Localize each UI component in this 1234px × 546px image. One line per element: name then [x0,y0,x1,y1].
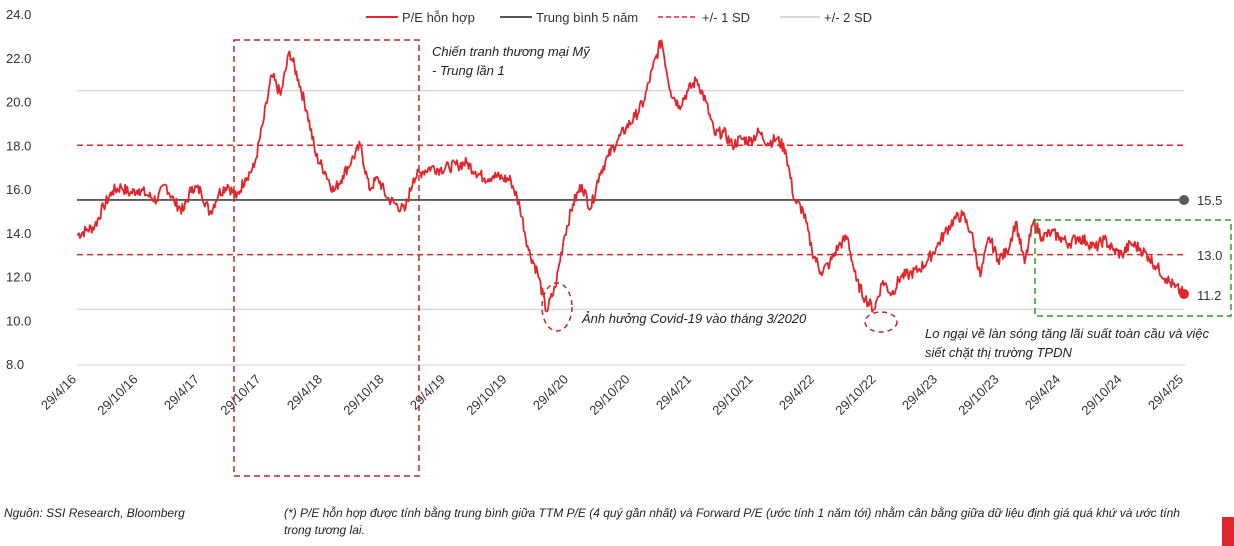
y-tick-label: 8.0 [6,357,24,372]
annotation-covid: Ảnh hưởng Covid-19 vào tháng 3/2020 [581,311,807,326]
x-tick-label: 29/4/20 [530,372,571,413]
legend-label-mean: Trung bình 5 năm [536,10,638,25]
x-tick-label: 29/4/22 [776,372,817,413]
x-tick-label: 29/4/17 [161,372,202,413]
source-note: Nguồn: SSI Research, Bloomberg [4,506,185,520]
pe-chart: 24.0 22.0 20.0 18.0 16.0 14.0 12.0 10.0 8.0 29/4… [6,7,1232,477]
x-tick-label: 29/10/20 [586,372,632,418]
y-tick-label: 18.0 [6,138,31,153]
value-label-current: 11.2 [1197,288,1221,303]
x-tick-label: 29/4/19 [407,372,448,413]
legend: P/E hỗn hợp Trung bình 5 năm +/- 1 SD +/… [366,10,872,25]
x-tick-label: 29/10/19 [463,372,509,418]
y-axis-ticks: 24.0 22.0 20.0 18.0 16.0 14.0 12.0 10.0 8.0 [6,7,31,372]
x-tick-label: 29/4/18 [284,372,325,413]
mean-end-marker [1179,195,1189,205]
y-tick-label: 14.0 [6,226,31,241]
footnote: (*) P/E hỗn hợp được tính bằng trung bìn… [284,506,1180,537]
y-tick-label: 16.0 [6,182,31,197]
value-label-mean: 15.5 [1197,193,1222,208]
corner-accent [1222,517,1234,546]
x-tick-label: 29/4/25 [1145,372,1186,413]
x-axis-ticks: 29/4/16 29/10/16 29/4/17 29/10/17 29/4/18 29/… [38,372,1186,418]
reference-lines [77,89,1184,311]
x-tick-label: 29/4/23 [899,372,940,413]
x-tick-label: 29/10/16 [94,372,140,418]
recent-period-box [1034,219,1232,317]
legend-label-pe: P/E hỗn hợp [402,10,475,25]
annotation-rates-2: siết chặt thị trường TPDN [925,345,1072,360]
legend-label-2sd: +/- 2 SD [824,10,872,25]
y-tick-label: 24.0 [6,7,31,22]
x-tick-label: 29/10/22 [832,372,878,418]
annotation-rates-1: Lo ngại về làn sóng tăng lãi suất toàn c… [925,326,1210,341]
y-tick-label: 22.0 [6,51,31,66]
x-tick-label: 29/10/21 [709,372,755,418]
rates-ellipse [864,311,898,333]
legend-label-1sd: +/- 1 SD [702,10,750,25]
value-label-minus-1sd: 13.0 [1197,248,1222,263]
x-tick-label: 29/4/21 [653,372,694,413]
annotation-trade-war-1: Chiến tranh thương mại Mỹ [432,44,591,59]
x-tick-label: 29/10/18 [340,372,386,418]
x-tick-label: 29/10/24 [1078,372,1124,418]
covid-ellipse [541,282,573,332]
y-tick-label: 20.0 [6,95,31,110]
y-tick-label: 12.0 [6,270,31,285]
trade-war-box [233,39,420,477]
pe-end-marker [1179,289,1189,299]
x-tick-label: 29/4/16 [38,372,79,413]
annotation-trade-war-2: - Trung lần 1 [432,63,505,78]
x-tick-label: 29/10/17 [217,372,263,418]
y-tick-label: 10.0 [6,313,31,328]
pe-series-line [76,39,1185,313]
x-tick-label: 29/4/24 [1022,372,1063,413]
x-tick-label: 29/10/23 [955,372,1001,418]
